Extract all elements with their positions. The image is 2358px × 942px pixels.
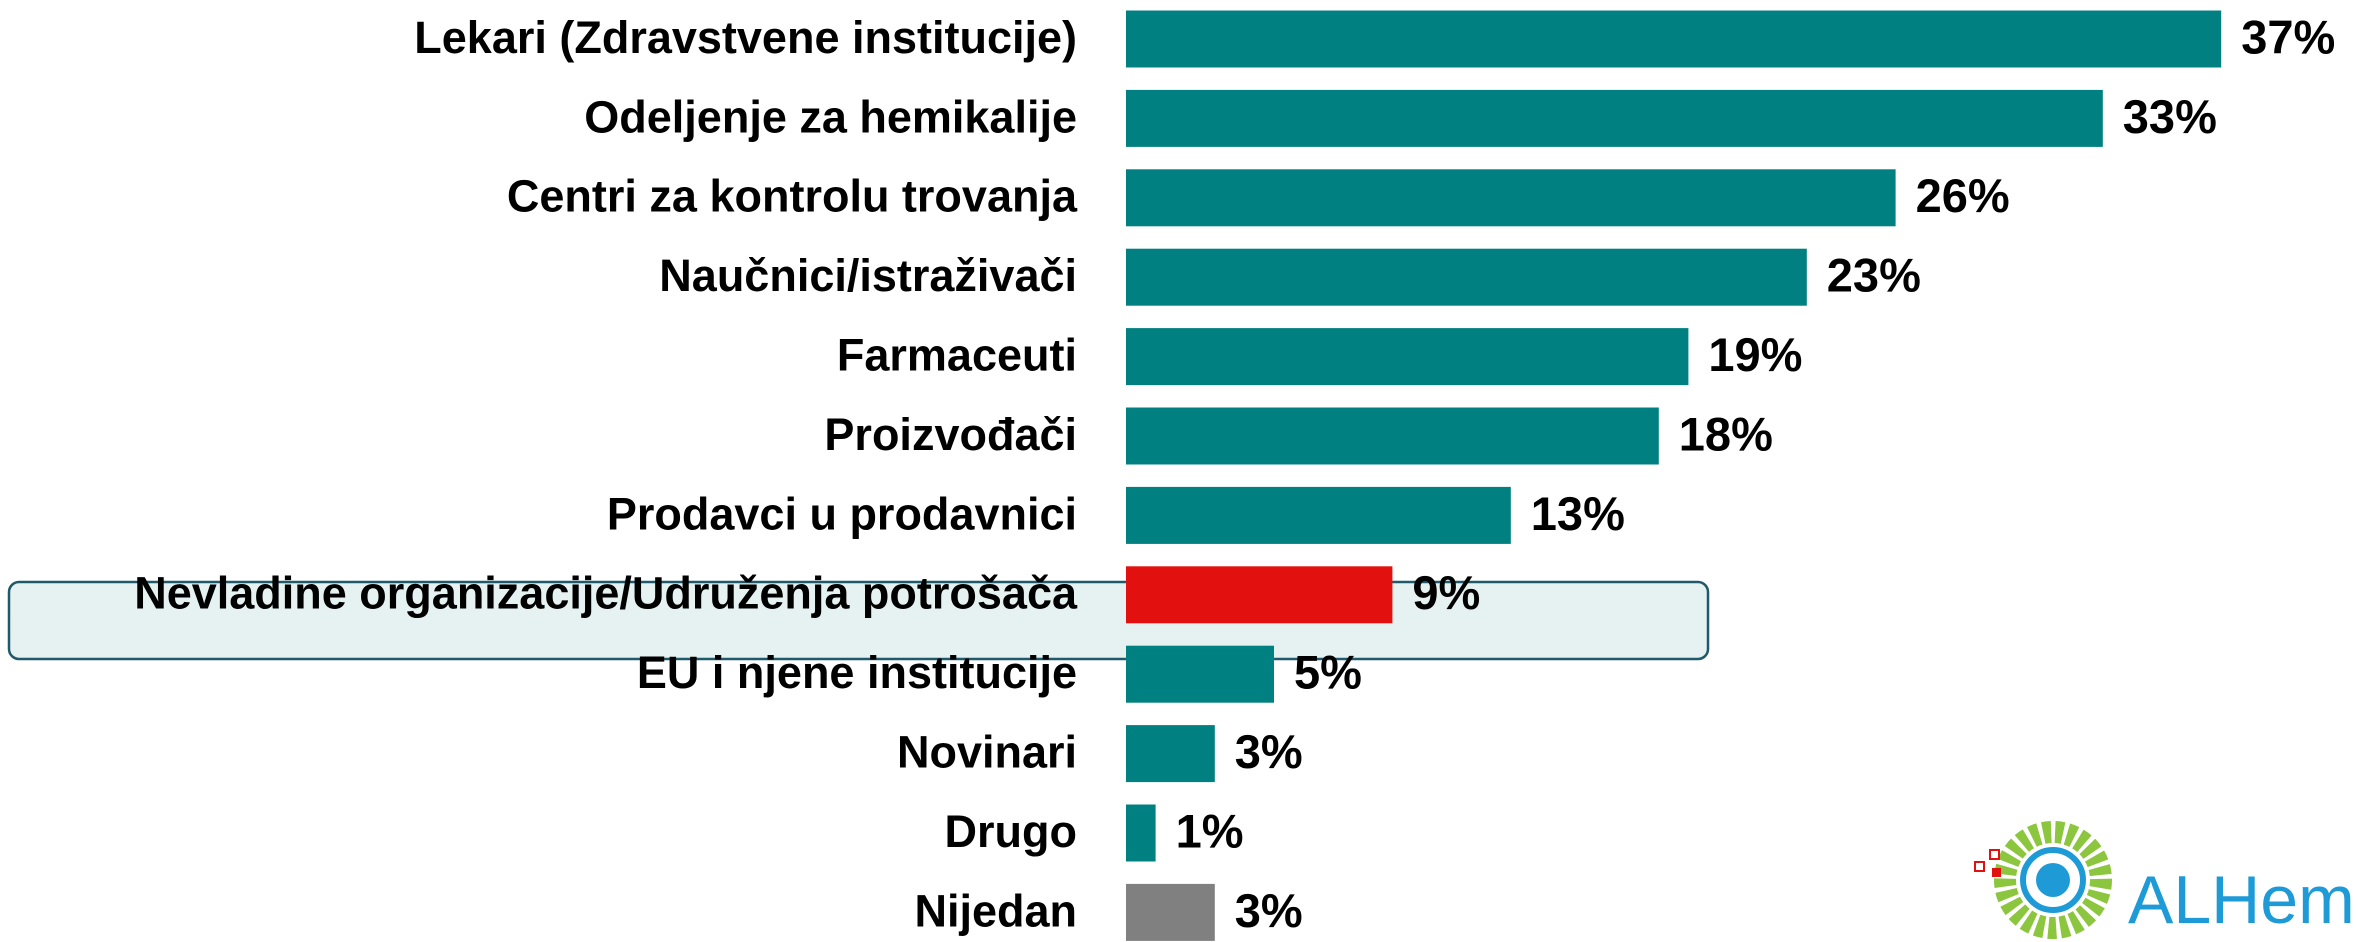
logo-inner-ring	[2020, 847, 2086, 913]
bar	[1126, 169, 1896, 227]
logo-text: ALHem	[2128, 862, 2355, 938]
category-label: EU i njene institucije	[637, 647, 1077, 698]
category-label: Proizvođači	[824, 409, 1077, 460]
value-label: 3%	[1235, 725, 1303, 778]
category-label: Centri za kontrolu trovanja	[507, 171, 1078, 222]
bar	[1126, 725, 1215, 783]
bar	[1126, 10, 2222, 68]
value-label: 3%	[1235, 884, 1303, 937]
logo-dot	[1974, 861, 1985, 872]
logo-dot	[1989, 849, 2000, 860]
category-label: Farmaceuti	[837, 329, 1077, 380]
value-label: 9%	[1412, 566, 1480, 619]
category-label: Drugo	[945, 806, 1077, 857]
bar	[1126, 883, 1215, 941]
logo-center	[2036, 863, 2070, 897]
bar	[1126, 804, 1156, 862]
category-label: Naučnici/istraživači	[659, 250, 1077, 301]
bar	[1126, 645, 1274, 703]
value-label: 23%	[1827, 249, 1921, 302]
category-label: Novinari	[897, 726, 1077, 777]
bar	[1126, 486, 1511, 544]
logo-ring	[1994, 821, 2112, 939]
value-label: 13%	[1531, 487, 1625, 540]
category-label: Nevladine organizacije/Udruženja potroša…	[134, 568, 1078, 619]
value-label: 5%	[1294, 646, 1362, 699]
bar	[1126, 248, 1807, 306]
value-label: 19%	[1708, 328, 1802, 381]
logo: ALHem	[1974, 821, 2355, 939]
value-label: 33%	[2123, 90, 2217, 143]
logo-dot	[1992, 868, 2001, 877]
bar	[1126, 407, 1659, 465]
value-label: 1%	[1176, 804, 1244, 857]
bar	[1126, 89, 2103, 147]
value-label: 26%	[1916, 169, 2010, 222]
value-label: 37%	[2241, 10, 2335, 63]
category-label: Prodavci u prodavnici	[607, 488, 1077, 539]
bar	[1126, 328, 1689, 386]
value-label: 18%	[1679, 407, 1773, 460]
category-label: Lekari (Zdravstvene institucije)	[414, 12, 1077, 63]
category-label: Nijedan	[914, 885, 1077, 936]
category-label: Odeljenje za hemikalije	[584, 91, 1077, 142]
bar	[1126, 566, 1393, 624]
